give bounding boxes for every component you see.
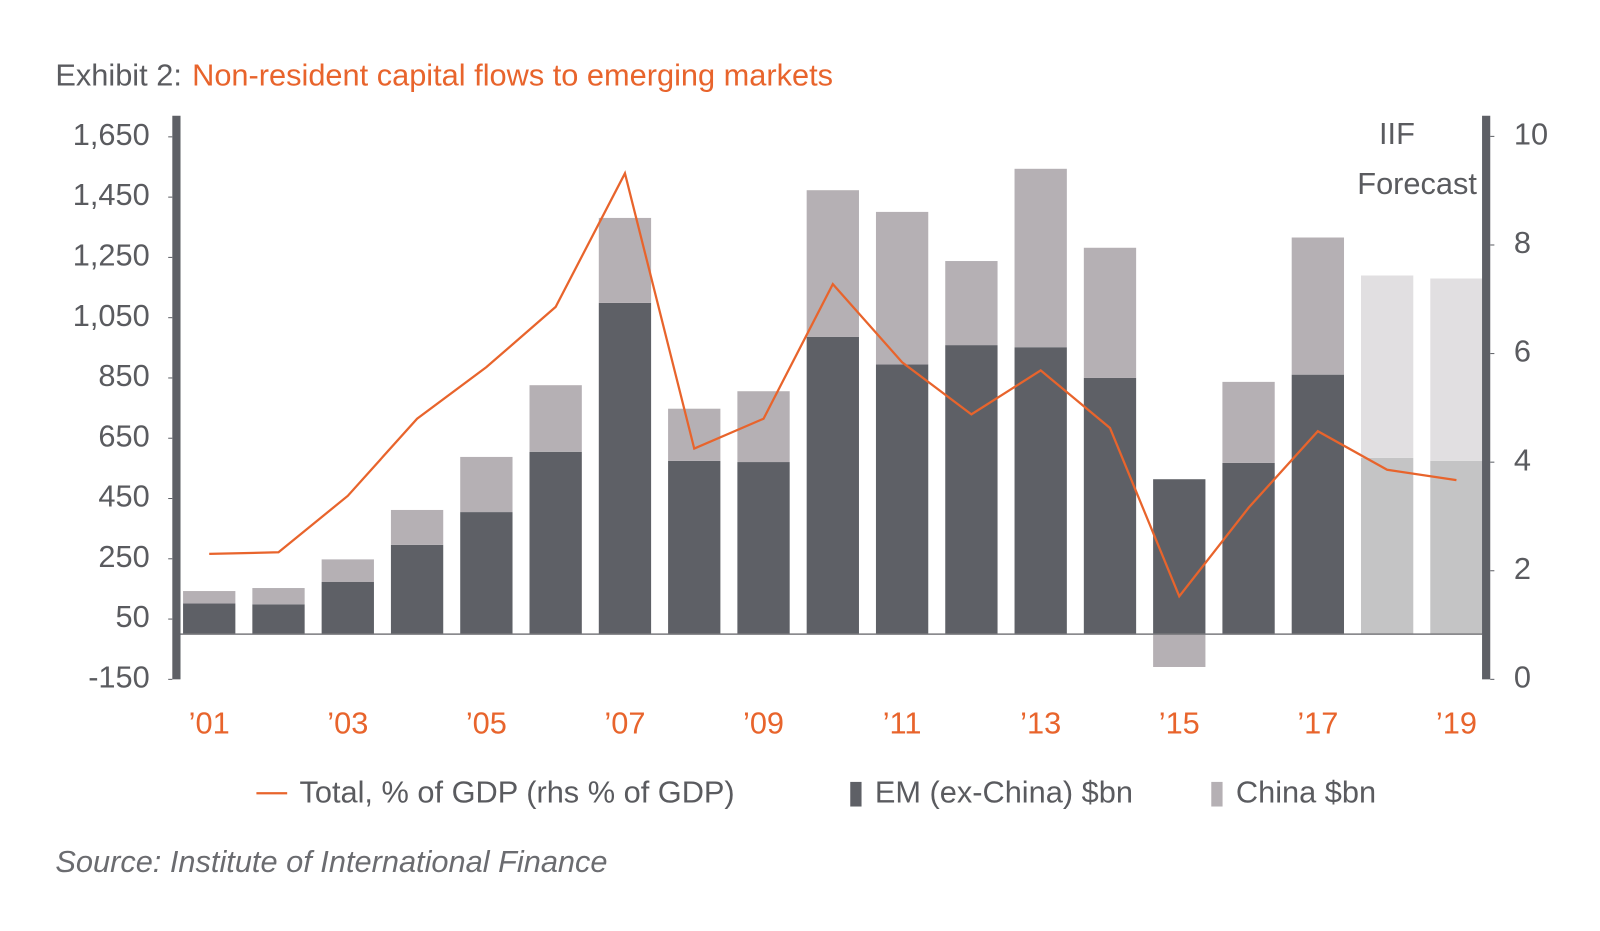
bar-segment	[875, 364, 929, 635]
legend: Total, % of GDP (rhs % of GDP) EM (ex-Chi…	[256, 774, 1376, 809]
y2-tick-label: 2	[1514, 551, 1531, 586]
bar-segment	[460, 512, 513, 635]
bar-segment	[668, 408, 721, 461]
y-tick-label: 1,250	[73, 238, 150, 273]
bar-segment	[1153, 479, 1206, 635]
y-tick-label: 1,450	[73, 177, 150, 212]
bar-segment	[321, 581, 374, 635]
bar-segment	[875, 211, 929, 365]
legend-label: EM (ex-China) $bn	[875, 774, 1133, 809]
line-series	[209, 170, 1457, 599]
bar-segment	[390, 509, 444, 545]
bar-segment	[321, 559, 374, 582]
x-tick-label: ’01	[189, 706, 230, 741]
bar-segment	[945, 345, 998, 635]
bar-segment	[806, 190, 859, 337]
bar-segment	[1083, 377, 1137, 635]
bar-segment	[1153, 634, 1206, 667]
y2-tick-label: 8	[1514, 225, 1531, 260]
bar-segment	[529, 451, 582, 635]
annotation: Forecast	[1357, 166, 1477, 201]
legend-swatch	[850, 781, 862, 807]
bar-segment	[668, 460, 721, 635]
bar-segment	[390, 544, 444, 635]
chart-title: Exhibit 2: Non-resident capital flows to …	[55, 57, 833, 92]
title-text: Non-resident capital flows to emerging m…	[192, 57, 833, 92]
y2-tick-label: 10	[1514, 117, 1548, 152]
x-tick-label: ’19	[1436, 706, 1477, 741]
bar-segment	[1430, 460, 1483, 635]
bar-segment	[1291, 237, 1345, 375]
bar-segment	[183, 591, 236, 604]
y2-tick-label: 4	[1514, 442, 1531, 477]
bar-segment	[1222, 381, 1275, 463]
y-tick-label: 1,050	[73, 298, 150, 333]
bar-segment	[1360, 275, 1414, 458]
y-tick-label: 850	[98, 358, 149, 393]
bar-segment	[737, 462, 790, 635]
x-tick-label: ’07	[604, 706, 645, 741]
y-tick-label: 450	[98, 479, 149, 514]
bar-segment	[460, 456, 513, 513]
y-tick-label: -150	[88, 659, 150, 694]
x-tick-label: ’11	[883, 706, 922, 741]
bar-segment	[945, 261, 998, 346]
x-tick-label: ’13	[1020, 706, 1061, 741]
y-tick-label: 250	[98, 539, 149, 574]
y2-tick-label: 0	[1514, 659, 1531, 694]
bar-segment	[252, 604, 305, 635]
bar-segment	[598, 302, 652, 635]
bar-segment	[183, 603, 236, 635]
bar-segment	[806, 336, 859, 635]
bars	[183, 168, 1483, 667]
bar-segment	[252, 588, 305, 605]
bar-segment	[529, 385, 582, 452]
y2-axis-line	[1482, 115, 1491, 680]
source-note: Source: Institute of International Finan…	[55, 844, 607, 879]
annotation: IIF	[1379, 116, 1415, 151]
bar-segment	[598, 217, 652, 303]
y-tick-label: 650	[98, 418, 149, 453]
y-axis-line	[172, 115, 181, 680]
bar-segment	[1430, 278, 1483, 461]
y-tick-label: 1,650	[73, 117, 150, 152]
legend-label: China $bn	[1236, 774, 1376, 809]
x-tick-label: ’05	[466, 706, 507, 741]
bar-segment	[1222, 462, 1275, 635]
y2-tick-label: 6	[1514, 334, 1531, 369]
legend-label: Total, % of GDP (rhs % of GDP)	[299, 774, 734, 809]
bar-segment	[1291, 374, 1345, 635]
x-tick-label: ’03	[327, 706, 368, 741]
bar-segment	[1360, 457, 1414, 635]
x-tick-label: ’17	[1297, 706, 1338, 741]
legend-swatch	[1211, 781, 1223, 807]
y-tick-label: 50	[116, 599, 150, 634]
bar-segment	[1014, 168, 1067, 348]
bar-segment	[1083, 247, 1137, 378]
exhibit-label: Exhibit 2:	[55, 57, 181, 92]
x-tick-label: ’09	[743, 706, 784, 741]
x-tick-label: ’15	[1159, 706, 1200, 741]
bar-segment	[1014, 347, 1067, 635]
